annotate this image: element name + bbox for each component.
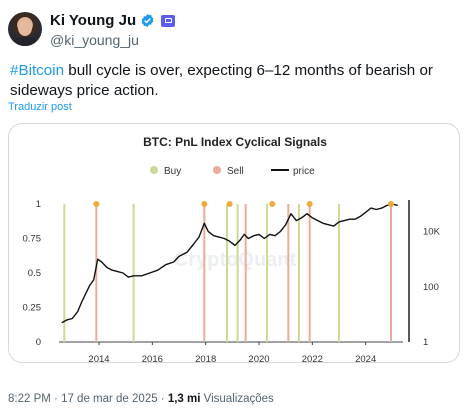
- x-tick-label: 2016: [142, 354, 163, 363]
- x-tick-label: 2018: [195, 354, 216, 363]
- verified-badge-icon: [141, 13, 154, 28]
- chart-watermark: CryptoQuant: [174, 249, 297, 271]
- post-time[interactable]: 8:22 PM: [8, 393, 51, 405]
- y-right-tick-label: 10K: [423, 227, 441, 238]
- tweet-footer: 8:22 PM · 17 de mar de 2025 · 1,3 mi Vis…: [8, 393, 274, 405]
- author-handle[interactable]: @ki_young_ju: [50, 32, 139, 48]
- translate-post-link[interactable]: Traduzir post: [8, 101, 72, 113]
- peak-marker: [388, 201, 394, 207]
- tweet-body: bull cycle is over, expecting 6–12 month…: [10, 62, 433, 99]
- views-count: 1,3 mi: [167, 393, 201, 405]
- chart-svg: BTC: PnL Index Cyclical Signals Buy Sell pr…: [23, 135, 441, 363]
- footer-separator: ·: [157, 393, 168, 405]
- x-tick-label: 2020: [248, 354, 269, 363]
- y-right-tick-label: 100: [423, 282, 439, 293]
- y-left-tick-label: 0.25: [23, 303, 42, 314]
- views-label: Visualizações: [200, 393, 274, 405]
- tweet-text: #Bitcoin bull cycle is over, expecting 6…: [10, 61, 458, 101]
- legend-sell-label: Sell: [227, 166, 244, 177]
- legend-buy-marker: [150, 166, 158, 174]
- footer-separator: ·: [50, 393, 62, 405]
- tweet-header: Ki Young Ju @ki_young_ju: [8, 10, 460, 50]
- peak-marker: [269, 201, 276, 207]
- y-left-tick-label: 1: [36, 199, 41, 210]
- chart-title: BTC: PnL Index Cyclical Signals: [143, 135, 327, 149]
- avatar[interactable]: [8, 12, 42, 46]
- post-date[interactable]: 17 de mar de 2025: [61, 393, 158, 405]
- x-tick-label: 2014: [88, 354, 109, 363]
- y-left-tick-label: 0.5: [28, 268, 41, 279]
- y-left-tick-label: 0.75: [23, 234, 42, 245]
- peak-marker: [93, 201, 100, 207]
- peak-marker: [201, 201, 208, 207]
- chart-image-card[interactable]: BTC: PnL Index Cyclical Signals Buy Sell pr…: [8, 123, 460, 363]
- avatar-shirt: [10, 37, 40, 46]
- price-line: [61, 203, 398, 324]
- y-right-tick-label: 1: [423, 337, 428, 348]
- x-tick-label: 2022: [302, 354, 323, 363]
- legend-sell-marker: [213, 166, 221, 174]
- hashtag-link[interactable]: #Bitcoin: [10, 62, 65, 79]
- peak-marker: [226, 201, 233, 207]
- peak-marker: [306, 201, 313, 207]
- legend-buy-label: Buy: [164, 166, 181, 177]
- author-name[interactable]: Ki Young Ju: [50, 12, 137, 29]
- x-tick-label: 2024: [355, 354, 376, 363]
- affiliation-badge-icon[interactable]: [161, 14, 176, 27]
- name-row: Ki Young Ju: [50, 12, 176, 29]
- legend-price-label: price: [293, 166, 315, 177]
- y-left-tick-label: 0: [36, 337, 41, 348]
- avatar-face: [18, 20, 32, 36]
